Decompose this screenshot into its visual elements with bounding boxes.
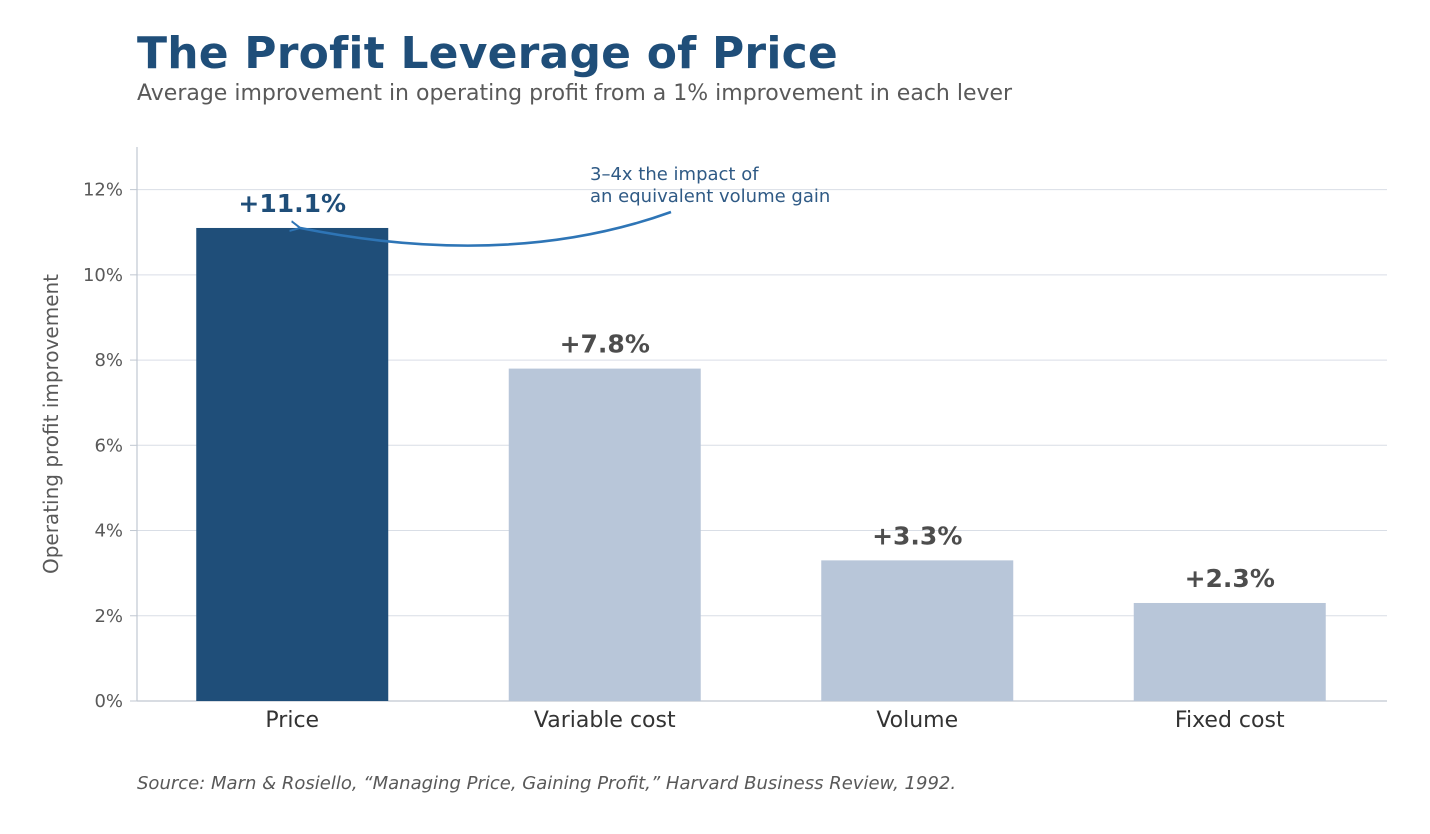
data-label: +2.3%: [1185, 564, 1275, 593]
source-note: Source: Marn & Rosiello, “Managing Price…: [137, 773, 957, 794]
bar-fixed-cost: [1133, 602, 1326, 701]
data-label: +11.1%: [238, 189, 346, 218]
data-label: +3.3%: [872, 521, 962, 550]
data-label: +7.8%: [560, 330, 650, 359]
bar-price: [196, 227, 389, 701]
category-label: Variable cost: [534, 708, 676, 733]
y-axis-title: Operating profit improvement: [39, 274, 63, 574]
category-label: Volume: [876, 708, 958, 733]
chart-title: The Profit Leverage of Price: [137, 28, 838, 79]
bar-variable-cost: [508, 368, 701, 701]
y-tick-label: 12%: [83, 180, 123, 201]
bars: [196, 227, 1326, 701]
annotation-text: an equivalent volume gain: [590, 186, 830, 207]
labels: +11.1% Price +7.8% Variable cost +3.3% Volume…: [238, 189, 1285, 733]
y-tick-label: 4%: [94, 521, 123, 542]
annotation-text: 3–4x the impact of: [590, 164, 759, 185]
bar-volume: [821, 560, 1014, 701]
y-tick-label: 0%: [94, 691, 123, 712]
chart-subtitle: Average improvement in operating profit …: [137, 81, 1013, 106]
y-tick-label: 2%: [94, 606, 123, 627]
category-label: Price: [265, 708, 319, 733]
y-tick-label: 8%: [94, 350, 123, 371]
category-label: Fixed cost: [1175, 708, 1285, 733]
y-tick-label: 6%: [94, 435, 123, 456]
y-tick-label: 10%: [83, 265, 123, 286]
annotation-arrow: [300, 210, 672, 247]
